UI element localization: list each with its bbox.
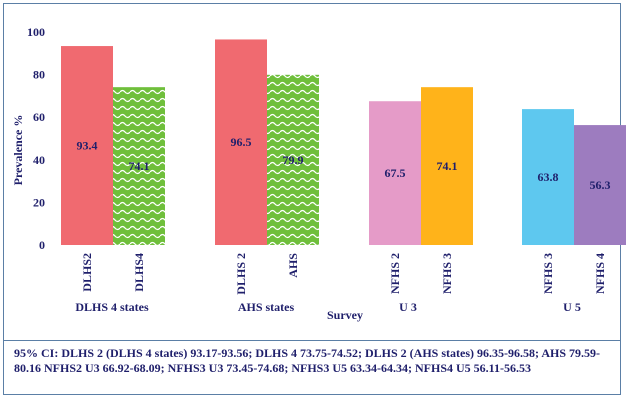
y-tick-label: 100: [27, 25, 45, 39]
y-tick-label: 0: [39, 238, 45, 252]
y-tick-label: 80: [33, 68, 45, 82]
bar-value-label: 63.8: [538, 170, 559, 184]
y-tick-label: 60: [33, 110, 45, 124]
bar-nfhs-3: [522, 109, 574, 245]
y-axis-label: Prevalence %: [11, 115, 25, 186]
bar-value-label: 56.3: [590, 178, 611, 192]
x-tick-label: DLHS2: [80, 253, 94, 292]
group-label: AHS states: [238, 300, 295, 314]
bar-value-label: 93.4: [77, 139, 98, 153]
bar-chart: 0 20 40 60 80 100 93.4 DLHS2 74.1 DLHS4 DLHS 4 st…: [11, 25, 626, 322]
bar-value-label: 67.5: [385, 166, 406, 180]
x-axis-label: Survey: [327, 308, 363, 322]
bar-dlhs-2: [215, 39, 267, 245]
bar-nfhs-2: [369, 101, 421, 245]
bar-value-label: 74.1: [437, 159, 458, 173]
x-tick-label: DLHS 2: [234, 253, 248, 295]
bar-dlhs2: [61, 46, 113, 245]
confidence-interval-box: [3, 340, 621, 395]
bar-value-label: 79.9: [283, 153, 304, 167]
x-tick-label: NFHS 4: [593, 253, 607, 294]
x-tick-label: NFHS 3: [440, 253, 454, 294]
group-label: U 5: [563, 300, 581, 314]
x-tick-label: NFHS 3: [541, 253, 555, 294]
bar-nfhs-4: [574, 125, 626, 245]
x-tick-label: DLHS4: [132, 253, 146, 292]
y-tick-label: 20: [33, 195, 45, 209]
bar-ahs: [267, 74, 319, 245]
bar-dlhs4: [113, 87, 165, 246]
bar-value-label: 74.1: [129, 159, 150, 173]
x-tick-label: AHS: [286, 253, 300, 278]
group-label: U 3: [399, 300, 417, 314]
y-tick-label: 40: [33, 153, 45, 167]
bar-value-label: 96.5: [231, 135, 252, 149]
bar-nfhs-3: [421, 87, 473, 246]
confidence-interval-note: 95% CI: DLHS 2 (DLHS 4 states) 93.17-93.…: [14, 346, 601, 375]
x-tick-label: NFHS 2: [388, 253, 402, 294]
group-label: DLHS 4 states: [75, 300, 149, 314]
